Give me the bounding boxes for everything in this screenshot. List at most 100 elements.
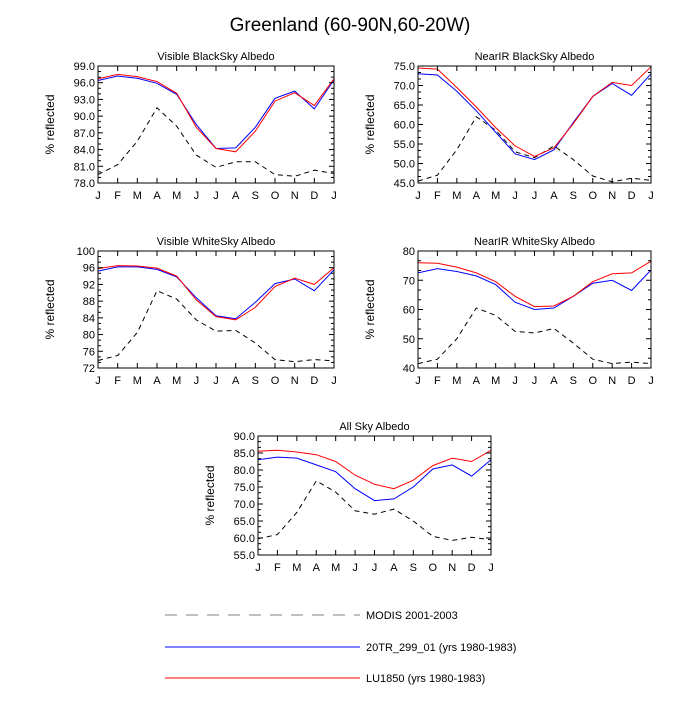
x-tick-label: M (331, 562, 340, 574)
x-tick-label: A (313, 562, 321, 574)
x-tick-label: J (194, 375, 200, 387)
series-line-3 (97, 265, 335, 321)
x-tick-label: O (271, 375, 280, 387)
x-tick-label: F (114, 190, 121, 202)
y-axis-label: % reflected (43, 94, 57, 154)
series-line-2 (417, 268, 652, 311)
legend-label-2: 20TR_299_01 (yrs 1980-1983) (366, 642, 516, 654)
x-tick-label: O (271, 190, 280, 202)
series-line-3 (417, 260, 652, 308)
y-tick-label: 60 (403, 305, 415, 317)
x-tick-label: J (512, 375, 518, 387)
x-tick-label: M (491, 190, 500, 202)
y-tick-label: 70 (403, 275, 415, 287)
y-axis-label: % reflected (363, 279, 377, 339)
legend: MODIS 2001-2003 20TR_299_01 (yrs 1980-198… (165, 610, 516, 685)
x-tick-label: D (628, 375, 636, 387)
x-tick-label: M (172, 375, 181, 387)
y-tick-label: 76 (83, 346, 95, 358)
series-line-3 (417, 66, 652, 158)
series-line-3 (97, 73, 335, 153)
x-tick-label: F (274, 562, 281, 574)
series-line-2 (97, 266, 335, 320)
y-tick-label: 80 (403, 246, 415, 258)
x-tick-label: J (331, 375, 337, 387)
x-tick-label: A (232, 190, 240, 202)
y-tick-label: 100 (77, 246, 95, 258)
x-tick-label: J (95, 375, 101, 387)
x-tick-label: N (291, 375, 299, 387)
x-tick-label: F (434, 375, 441, 387)
y-tick-label: 87.0 (74, 128, 95, 140)
series-line-1 (97, 107, 335, 177)
x-tick-label: M (133, 375, 142, 387)
x-tick-label: A (550, 375, 558, 387)
y-tick-label: 93.0 (74, 94, 95, 106)
y-tick-label: 88 (83, 296, 95, 308)
x-tick-label: J (648, 190, 654, 202)
y-tick-label: 60.0 (234, 533, 255, 545)
y-tick-label: 75.0 (394, 61, 415, 73)
y-tick-label: 84 (83, 313, 95, 325)
y-tick-label: 99.0 (74, 61, 95, 73)
plot-frame (97, 250, 335, 369)
x-tick-label: D (468, 562, 476, 574)
chart-title: All Sky Albedo (339, 421, 409, 433)
y-tick-label: 96 (83, 263, 95, 275)
x-tick-label: M (172, 190, 181, 202)
series-line-2 (257, 456, 492, 502)
x-tick-label: M (452, 190, 461, 202)
y-tick-label: 75.0 (234, 482, 255, 494)
x-tick-label: D (310, 375, 318, 387)
y-tick-label: 55.0 (234, 550, 255, 562)
x-tick-label: O (428, 562, 437, 574)
x-tick-label: M (491, 375, 500, 387)
x-tick-label: S (410, 562, 417, 574)
x-tick-label: O (588, 190, 597, 202)
series-line-3 (257, 449, 492, 490)
x-tick-label: J (415, 375, 421, 387)
y-axis-label: % reflected (363, 94, 377, 154)
x-tick-label: J (532, 190, 538, 202)
x-tick-label: S (252, 375, 259, 387)
y-tick-label: 50 (403, 334, 415, 346)
x-tick-label: M (292, 562, 301, 574)
y-tick-label: 40 (403, 363, 415, 375)
series-line-1 (417, 307, 652, 365)
x-tick-label: N (608, 190, 616, 202)
y-tick-label: 80 (83, 330, 95, 342)
x-tick-label: J (532, 375, 538, 387)
x-tick-label: N (291, 190, 299, 202)
x-tick-label: J (331, 190, 337, 202)
y-tick-label: 96.0 (74, 78, 95, 90)
y-tick-label: 72 (83, 363, 95, 375)
y-tick-label: 80.0 (234, 465, 255, 477)
y-tick-label: 60.0 (394, 120, 415, 132)
x-tick-label: A (473, 190, 481, 202)
figure-title: Greenland (60-90N,60-20W) (230, 15, 471, 36)
x-tick-label: S (252, 190, 259, 202)
plot-frame (97, 65, 335, 184)
y-tick-label: 85.0 (234, 448, 255, 460)
x-tick-label: J (213, 190, 219, 202)
x-tick-label: D (310, 190, 318, 202)
x-tick-label: D (628, 190, 636, 202)
y-axis-label: % reflected (43, 279, 57, 339)
y-tick-label: 70.0 (394, 81, 415, 93)
x-tick-label: F (434, 190, 441, 202)
y-tick-label: 92 (83, 279, 95, 291)
x-tick-label: J (648, 375, 654, 387)
x-tick-label: O (588, 375, 597, 387)
y-axis-label: % reflected (203, 465, 217, 525)
x-tick-label: A (473, 375, 481, 387)
chart-title: Visible WhiteSky Albedo (157, 236, 275, 248)
x-tick-label: A (550, 190, 558, 202)
x-tick-label: J (194, 190, 200, 202)
x-tick-label: J (488, 562, 494, 574)
x-tick-label: J (372, 562, 378, 574)
x-tick-label: M (452, 375, 461, 387)
x-tick-label: A (153, 375, 161, 387)
